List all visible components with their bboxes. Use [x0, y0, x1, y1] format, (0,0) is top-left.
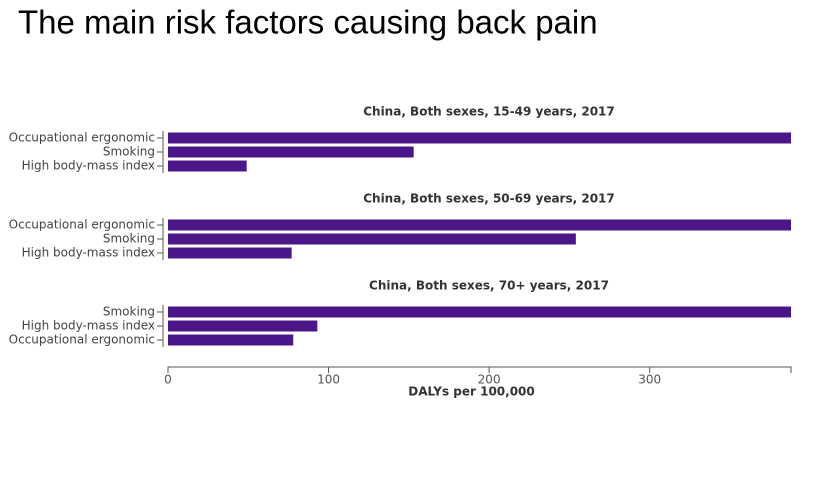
x-tick-label: 100 [317, 373, 340, 387]
category-label: Occupational ergonomic [9, 333, 155, 347]
bar [168, 219, 791, 231]
bar [168, 132, 791, 144]
page-title: The main risk factors causing back pain [18, 4, 598, 41]
panel-title: China, Both sexes, 15-49 years, 2017 [363, 105, 615, 119]
category-label: High body-mass index [22, 319, 155, 333]
category-label: High body-mass index [22, 246, 155, 260]
category-label: High body-mass index [22, 159, 155, 173]
bar [168, 334, 294, 346]
category-label: Smoking [103, 145, 155, 159]
category-label: Smoking [103, 232, 155, 246]
x-tick-label: 200 [478, 373, 501, 387]
bar [168, 247, 292, 259]
x-axis-title: DALYs per 100,000 [408, 385, 535, 399]
category-label: Occupational ergonomic [9, 218, 155, 232]
bar [168, 146, 414, 158]
category-label: Smoking [103, 305, 155, 319]
x-tick-label: 0 [164, 373, 172, 387]
panel-title: China, Both sexes, 70+ years, 2017 [369, 279, 609, 293]
panel-title: China, Both sexes, 50-69 years, 2017 [363, 192, 615, 206]
x-tick-label: 300 [638, 373, 661, 387]
bar [168, 306, 791, 318]
category-label: Occupational ergonomic [9, 131, 155, 145]
bar [168, 320, 318, 332]
bar [168, 160, 247, 172]
bar [168, 233, 576, 245]
